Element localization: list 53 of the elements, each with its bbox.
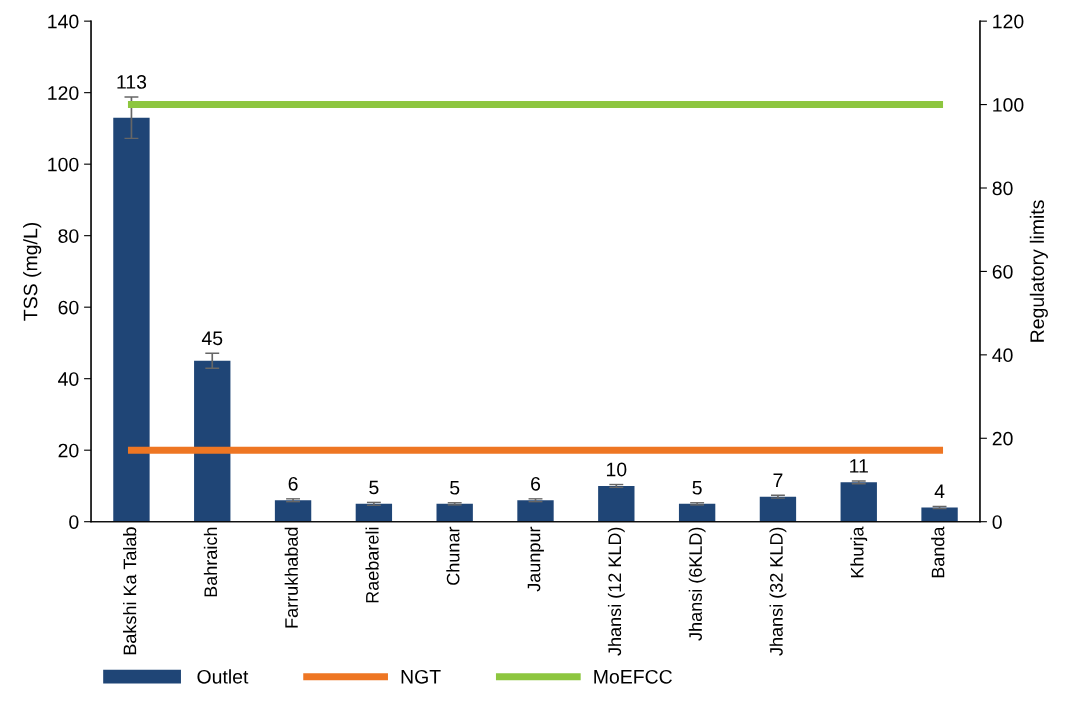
x-tick-label: Jaunpur bbox=[527, 526, 544, 592]
y2-tick-label: 120 bbox=[993, 14, 1024, 29]
x-tick-label: Chunar bbox=[446, 526, 460, 585]
y2-axis-title: Regulatory limits bbox=[1029, 200, 1048, 342]
y2-tick-label: 40 bbox=[992, 348, 1013, 363]
x-tick-label: Bakshi Ka Talab bbox=[123, 527, 137, 655]
y-tick-label: 20 bbox=[58, 443, 79, 458]
legend-label: MoEFCC bbox=[594, 669, 672, 684]
data-label: 5 bbox=[369, 480, 379, 495]
data-label: 113 bbox=[117, 75, 147, 89]
data-label: 45 bbox=[201, 331, 223, 346]
bar bbox=[113, 117, 150, 522]
y-tick-label: 60 bbox=[58, 300, 79, 315]
y-tick-label: 120 bbox=[48, 86, 79, 100]
x-tick-label: Khurja bbox=[850, 526, 868, 578]
y2-tick-label: 80 bbox=[992, 181, 1013, 196]
y-tick-label: 80 bbox=[58, 229, 79, 243]
y2-tick-label: 0 bbox=[992, 515, 1002, 529]
data-label: 4 bbox=[934, 484, 945, 498]
data-label: 7 bbox=[773, 473, 783, 487]
data-label: 6 bbox=[288, 476, 298, 491]
bar bbox=[840, 482, 877, 522]
bar bbox=[759, 496, 797, 522]
x-tick-label: Jhansi (12 KLD) bbox=[607, 527, 625, 656]
data-label: 6 bbox=[531, 476, 541, 491]
legend-label: NGT bbox=[401, 669, 441, 684]
y2-tick-label: 20 bbox=[992, 431, 1013, 446]
x-tick-label: Farrukhabad bbox=[284, 527, 298, 628]
y2-tick-label: 100 bbox=[993, 98, 1024, 112]
x-tick-label: Raebareli bbox=[365, 527, 379, 603]
x-tick-label: Jhansi (32 KLD) bbox=[769, 527, 787, 656]
y-axis-title: TSS (mg/L) bbox=[23, 222, 42, 321]
bar bbox=[355, 503, 393, 522]
bar bbox=[436, 503, 473, 522]
x-tick-label: Jhansi (6KLD) bbox=[688, 527, 706, 641]
data-label: 10 bbox=[606, 462, 627, 477]
bar bbox=[678, 503, 716, 522]
bar bbox=[194, 360, 231, 522]
y-tick-label: 100 bbox=[48, 157, 79, 172]
y-tick-label: 40 bbox=[58, 372, 79, 386]
data-label: 11 bbox=[850, 459, 868, 473]
x-tick-label: Bahraich bbox=[203, 527, 218, 597]
bar bbox=[921, 507, 958, 522]
y-tick-label: 0 bbox=[69, 515, 79, 529]
x-tick-label: Banda bbox=[931, 526, 945, 578]
bar bbox=[274, 500, 312, 522]
y-tick-label: 140 bbox=[48, 14, 79, 29]
bar bbox=[517, 500, 554, 522]
data-label: 5 bbox=[692, 481, 702, 495]
data-label: 5 bbox=[450, 481, 460, 495]
legend-label: Outlet bbox=[197, 669, 249, 684]
y2-tick-label: 60 bbox=[992, 264, 1013, 279]
bar bbox=[598, 485, 635, 522]
